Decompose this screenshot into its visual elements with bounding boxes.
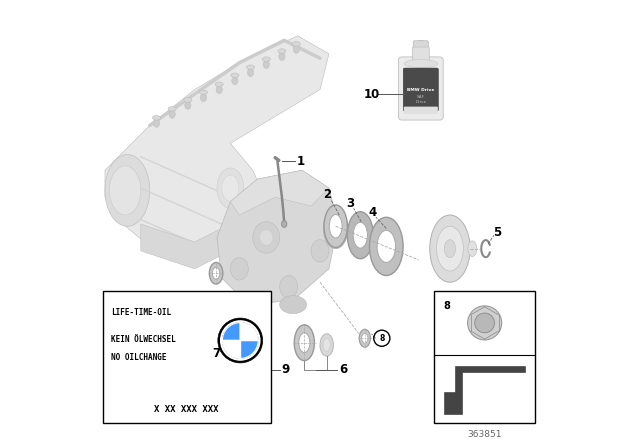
FancyBboxPatch shape: [435, 291, 535, 423]
Ellipse shape: [323, 208, 348, 249]
FancyBboxPatch shape: [403, 68, 438, 111]
Ellipse shape: [404, 60, 438, 68]
Ellipse shape: [231, 73, 239, 78]
Ellipse shape: [154, 119, 159, 127]
Circle shape: [468, 306, 502, 340]
Ellipse shape: [152, 116, 161, 120]
Ellipse shape: [263, 60, 269, 69]
Ellipse shape: [262, 57, 270, 61]
Ellipse shape: [246, 65, 255, 69]
Polygon shape: [230, 170, 329, 215]
Ellipse shape: [185, 101, 191, 109]
Ellipse shape: [353, 222, 367, 248]
Ellipse shape: [444, 240, 456, 258]
Ellipse shape: [212, 267, 220, 279]
Text: SAF
Drive: SAF Drive: [415, 95, 426, 104]
Ellipse shape: [222, 175, 239, 201]
Ellipse shape: [292, 42, 300, 46]
Ellipse shape: [282, 221, 287, 228]
Ellipse shape: [320, 334, 333, 356]
Ellipse shape: [324, 205, 348, 247]
Text: LIFE-TIME-OIL: LIFE-TIME-OIL: [111, 308, 171, 317]
Polygon shape: [105, 36, 329, 260]
Ellipse shape: [184, 98, 192, 102]
FancyBboxPatch shape: [404, 107, 438, 114]
Ellipse shape: [415, 41, 427, 47]
Wedge shape: [240, 323, 258, 340]
Circle shape: [218, 318, 262, 363]
Ellipse shape: [253, 222, 280, 253]
Ellipse shape: [280, 276, 298, 298]
Ellipse shape: [200, 90, 207, 95]
Ellipse shape: [279, 52, 285, 60]
Wedge shape: [240, 340, 258, 358]
Text: BMW Drive: BMW Drive: [407, 88, 435, 91]
Text: 7: 7: [212, 347, 220, 361]
Ellipse shape: [299, 333, 310, 353]
Ellipse shape: [209, 263, 223, 284]
Ellipse shape: [359, 329, 371, 347]
FancyBboxPatch shape: [103, 291, 271, 423]
Ellipse shape: [232, 77, 238, 85]
Text: 2: 2: [324, 188, 332, 202]
Ellipse shape: [369, 217, 403, 276]
Text: 4: 4: [369, 206, 377, 220]
Ellipse shape: [323, 339, 330, 351]
Ellipse shape: [311, 240, 329, 262]
Circle shape: [475, 313, 495, 333]
Wedge shape: [222, 340, 240, 358]
Ellipse shape: [248, 69, 253, 77]
Text: NO OILCHANGE: NO OILCHANGE: [111, 353, 166, 362]
Ellipse shape: [230, 258, 248, 280]
Text: 10: 10: [364, 87, 380, 101]
Polygon shape: [217, 170, 338, 305]
Ellipse shape: [278, 49, 286, 53]
Circle shape: [221, 321, 260, 360]
Ellipse shape: [436, 226, 463, 271]
Text: 8: 8: [443, 301, 450, 311]
Polygon shape: [141, 215, 248, 269]
Ellipse shape: [468, 241, 477, 256]
Ellipse shape: [169, 110, 175, 118]
Ellipse shape: [109, 166, 141, 215]
Ellipse shape: [481, 240, 490, 257]
FancyBboxPatch shape: [413, 41, 428, 52]
Wedge shape: [222, 323, 240, 340]
Text: 9: 9: [282, 363, 290, 376]
Text: 8: 8: [379, 334, 385, 343]
Text: X XX XXX XXX: X XX XXX XXX: [154, 405, 219, 414]
Ellipse shape: [430, 215, 470, 282]
Text: 1: 1: [297, 155, 305, 168]
Ellipse shape: [329, 217, 342, 240]
Text: 363851: 363851: [467, 430, 502, 439]
Ellipse shape: [216, 86, 222, 94]
Text: 6: 6: [339, 363, 348, 376]
Ellipse shape: [377, 230, 396, 263]
Ellipse shape: [105, 155, 150, 226]
FancyBboxPatch shape: [398, 57, 443, 120]
Ellipse shape: [348, 212, 373, 259]
Ellipse shape: [200, 94, 207, 102]
Ellipse shape: [329, 215, 342, 238]
Polygon shape: [444, 366, 525, 414]
Text: 5: 5: [493, 225, 501, 239]
Ellipse shape: [168, 107, 176, 111]
Ellipse shape: [362, 333, 368, 343]
Ellipse shape: [294, 325, 314, 361]
Ellipse shape: [215, 82, 223, 86]
Ellipse shape: [280, 296, 307, 314]
Ellipse shape: [260, 229, 273, 246]
FancyBboxPatch shape: [412, 47, 429, 64]
Ellipse shape: [293, 45, 300, 53]
Ellipse shape: [217, 168, 244, 208]
Text: KEIN ÖLWECHSEL: KEIN ÖLWECHSEL: [111, 335, 175, 344]
Text: 3: 3: [346, 197, 355, 211]
